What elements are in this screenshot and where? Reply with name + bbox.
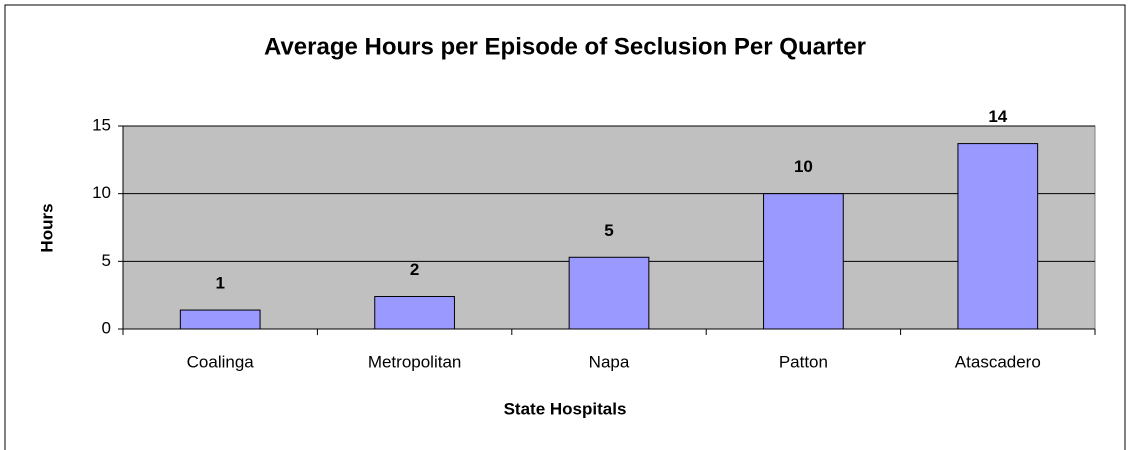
x-tick-label: Napa	[589, 352, 630, 371]
chart-frame	[4, 4, 1126, 450]
x-axis-label: State Hospitals	[504, 399, 627, 418]
y-axis-label: Hours	[37, 203, 56, 252]
y-tick-label: 15	[92, 115, 111, 134]
y-tick-label: 0	[102, 318, 111, 337]
data-label: 10	[794, 157, 813, 176]
chart-title: Average Hours per Episode of Seclusion P…	[264, 33, 866, 60]
x-tick-label: Coalinga	[187, 352, 255, 371]
bar	[568, 256, 650, 330]
data-label: 1	[215, 274, 224, 293]
data-label: 5	[604, 221, 613, 240]
x-tick-label: Atascadero	[955, 352, 1041, 371]
bar	[179, 309, 261, 330]
data-label: 2	[410, 260, 419, 279]
data-label: 14	[988, 107, 1007, 126]
y-tick-label: 5	[102, 251, 111, 270]
bar	[957, 143, 1039, 330]
bar	[374, 296, 455, 330]
y-tick-label: 10	[92, 183, 111, 202]
x-tick-label: Metropolitan	[368, 352, 462, 371]
bar	[763, 193, 844, 330]
x-tick-label: Patton	[779, 352, 828, 371]
